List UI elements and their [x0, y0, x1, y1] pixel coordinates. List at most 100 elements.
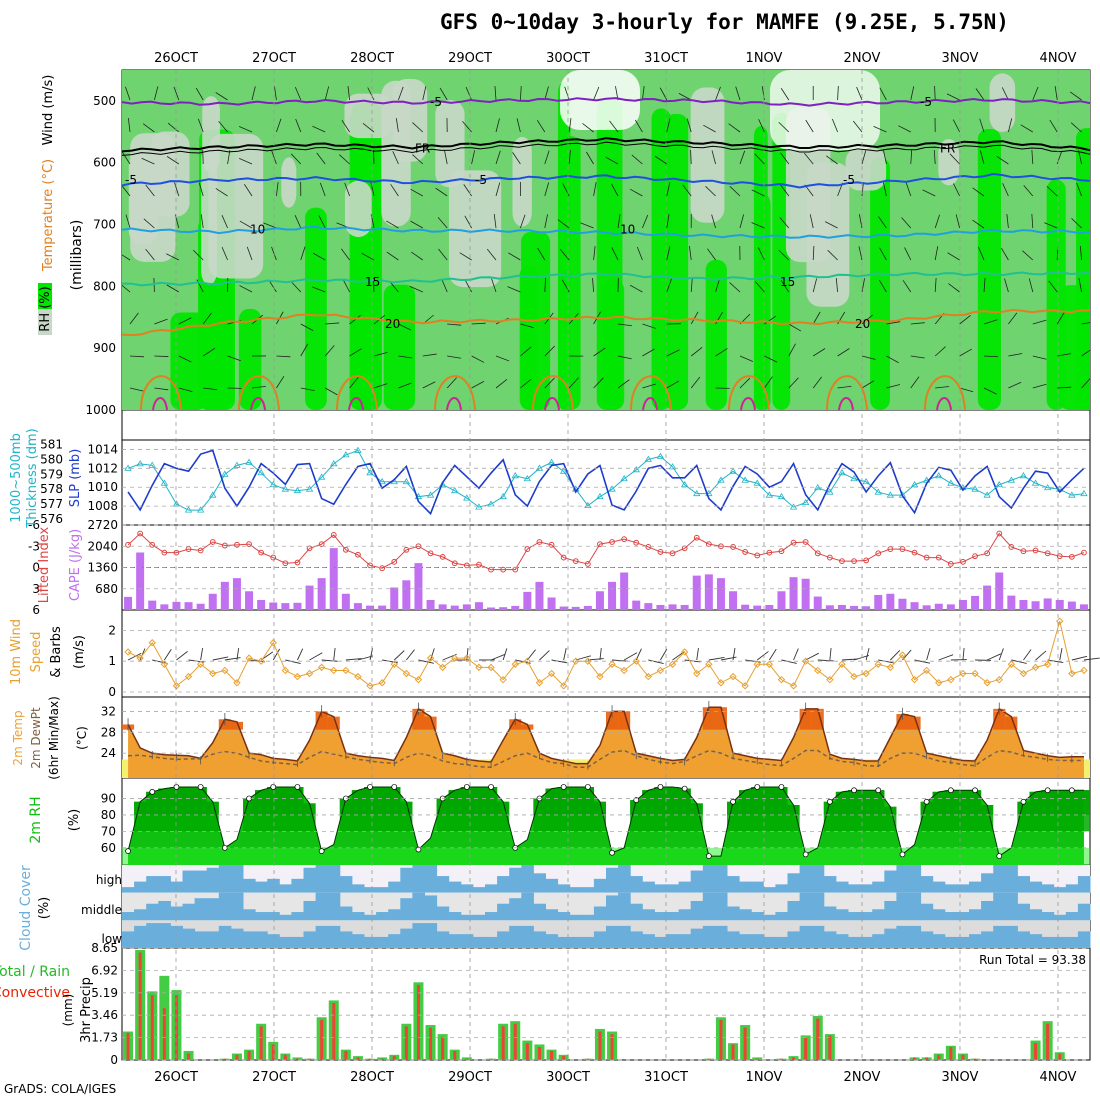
- wind-speed-point: [983, 679, 991, 687]
- wind-barb: [861, 150, 867, 165]
- cloud-bar-low: [194, 931, 208, 948]
- wind-barb: [758, 119, 765, 133]
- cloud-label-unit: (%): [37, 897, 52, 920]
- cape-bar: [644, 603, 653, 610]
- wind-barb: [1078, 150, 1082, 165]
- li-point: [500, 566, 507, 573]
- wind-barb: [861, 355, 876, 360]
- cloud-bar-low: [315, 925, 329, 948]
- wind-barb: [910, 376, 920, 389]
- cape-bar: [390, 587, 399, 610]
- cloud-bar-low: [702, 925, 716, 948]
- li-point: [548, 541, 555, 548]
- wind-barb: [922, 189, 936, 197]
- cloud-bar-high: [860, 884, 873, 893]
- precip-conv-bar: [489, 1058, 493, 1060]
- cloud-bar-high: [920, 876, 934, 893]
- wind-barb: [154, 355, 169, 357]
- li-point: [1044, 550, 1051, 557]
- thickness-point: [753, 479, 761, 486]
- cloud-label-title: Cloud Cover: [18, 865, 34, 951]
- wind-barb: [544, 214, 548, 229]
- wind-barb: [666, 182, 671, 197]
- wind-barb: [873, 125, 887, 133]
- wind-barb: [471, 150, 476, 165]
- wind-barb: [739, 355, 754, 362]
- cloud-bar-middle: [472, 914, 486, 921]
- li-point: [657, 549, 664, 555]
- wind-barb: [154, 318, 168, 325]
- cloud-bar-low: [1065, 936, 1079, 948]
- cloud-bar-middle: [218, 892, 232, 921]
- wind-barb: [544, 345, 555, 357]
- precip-conv-bar: [320, 1019, 324, 1060]
- rh-band-dry: [435, 100, 465, 188]
- wind-barb: [516, 118, 521, 133]
- run-total: Run Total = 93.38: [979, 953, 1086, 967]
- cloud-bar-high: [485, 884, 498, 893]
- surface-contour: [446, 397, 462, 410]
- precip-tick-label: 8.65: [91, 941, 118, 955]
- wind-barb: [689, 246, 692, 261]
- wind-barb-10m: [1059, 648, 1063, 661]
- precip-conv-bar: [537, 1047, 541, 1060]
- cloud-bar-low: [448, 934, 462, 948]
- li-point: [149, 541, 156, 548]
- wind-barb: [910, 86, 915, 101]
- cloud-bar-high: [267, 878, 280, 893]
- thickness-point: [196, 506, 205, 513]
- thickness-point: [342, 451, 350, 458]
- precip-label-conv: Convective: [0, 985, 70, 1001]
- wind-speed-point: [1007, 660, 1016, 668]
- thickness-point: [1043, 483, 1052, 491]
- cape-bar: [317, 578, 326, 610]
- li-point: [754, 552, 761, 559]
- wind-barb: [934, 346, 946, 357]
- rh2m-point: [778, 784, 785, 790]
- wind-barb: [178, 355, 192, 363]
- wind-speed-point: [838, 660, 846, 668]
- cloud-bar-middle: [630, 903, 643, 921]
- wind-barb: [246, 246, 253, 261]
- thickness-point: [971, 485, 979, 492]
- wind-barb: [362, 123, 375, 133]
- li-point: [391, 558, 398, 565]
- wind-barb-10m: [635, 648, 642, 661]
- cape-bar: [547, 597, 556, 610]
- wind-barb: [1046, 186, 1058, 197]
- cloud-bar-middle: [835, 909, 849, 921]
- wind-speed-point: [124, 648, 132, 656]
- wind-barb: [325, 387, 338, 396]
- thickness-point: [693, 489, 701, 497]
- wind-barb-10m: [1023, 649, 1032, 661]
- cloud-bar-low: [1077, 931, 1091, 948]
- wind-barb: [398, 323, 412, 331]
- cloud-bar-low: [1005, 925, 1018, 948]
- cloud-bar-middle: [642, 909, 655, 921]
- wind-barb: [129, 312, 139, 325]
- thickness-point: [257, 469, 265, 476]
- wind-barb-10m: [393, 650, 405, 661]
- cloud-bar-high: [230, 865, 244, 893]
- wind-speed-point: [910, 675, 919, 684]
- wind-barb: [809, 214, 814, 229]
- cape-bar: [426, 600, 435, 610]
- cape-bar: [184, 602, 193, 610]
- slp-label-thickness2: Thickness (dm): [25, 428, 40, 528]
- cloud-bar-low: [787, 931, 801, 948]
- precip-conv-bar: [610, 1034, 614, 1060]
- date-label-top: 28OCT: [350, 51, 394, 66]
- precip-conv-bar: [925, 1057, 929, 1060]
- wind-barb-10m: [418, 659, 434, 664]
- slp-line: [127, 449, 1085, 516]
- wind-barb: [690, 278, 693, 293]
- wind-speed-point: [245, 654, 253, 662]
- rh-band-moist: [772, 112, 791, 410]
- wind-barb-10m: [297, 648, 304, 661]
- cloud-bar-low: [134, 925, 147, 948]
- cape-tick-label: 1360: [87, 561, 118, 575]
- wind-barb: [861, 380, 875, 389]
- rh-band-dry: [381, 80, 411, 227]
- li-point: [161, 549, 168, 556]
- wind-barb: [631, 154, 643, 165]
